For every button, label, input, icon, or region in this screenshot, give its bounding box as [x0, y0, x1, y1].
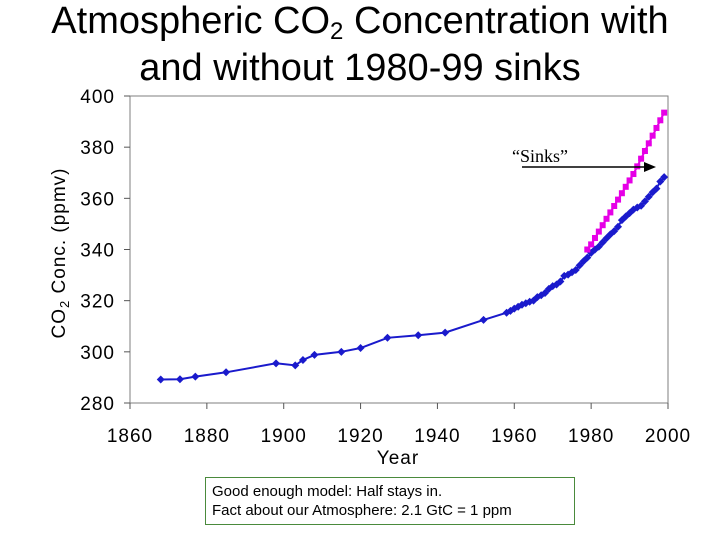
series-1-point-18: [653, 124, 660, 131]
series-0-point-38: [594, 242, 603, 251]
series-0-point-7: [310, 350, 319, 359]
series-1-point-3: [595, 228, 602, 235]
series-0-point-54: [656, 177, 665, 186]
y-tick-label-320: 320: [80, 292, 115, 313]
series-0-point-0: [156, 375, 165, 384]
series-1-point-16: [645, 140, 652, 147]
series-0-point-3: [222, 368, 231, 377]
x-tick-label-1860: 1860: [107, 426, 153, 447]
series-0-point-1: [175, 375, 184, 384]
title-line2: and without 1980-99 sinks: [139, 47, 581, 89]
series-0-point-55: [660, 173, 669, 182]
y-tick-label-360: 360: [80, 189, 115, 210]
series-1-point-0: [584, 246, 591, 253]
series-0-point-13: [479, 315, 488, 324]
series-1-point-6: [607, 209, 614, 216]
x-tick-label-1880: 1880: [184, 426, 230, 447]
sinks-annotation: “Sinks”: [512, 146, 568, 166]
series-1-point-9: [618, 190, 625, 197]
series-1-point-20: [661, 109, 668, 116]
x-tick-label-1920: 1920: [337, 426, 383, 447]
series-0-point-50: [640, 197, 649, 206]
series-0-point-9: [356, 343, 365, 352]
x-axis-label: Year: [376, 448, 420, 469]
series-1-point-2: [591, 234, 598, 241]
series-0-point-12: [441, 328, 450, 337]
series-0-point-11: [414, 331, 423, 340]
series-1-point-19: [657, 117, 664, 124]
series-0-point-35: [583, 253, 592, 262]
series-1-point-17: [649, 132, 656, 139]
series-0-point-49: [637, 201, 646, 210]
y-tick-label-300: 300: [80, 343, 115, 364]
series-1-point-15: [641, 148, 648, 155]
x-tick-label-1960: 1960: [491, 426, 537, 447]
series-1-point-14: [638, 155, 645, 162]
series-1-point-8: [615, 196, 622, 203]
series-0-point-51: [644, 192, 653, 201]
series-0-point-42: [610, 227, 619, 236]
sinks-arrow-head: [644, 162, 656, 172]
x-tick-label-1980: 1980: [568, 426, 614, 447]
note-line-1: Good enough model: Half stays in.: [212, 483, 443, 500]
y-tick-label-280: 280: [80, 394, 115, 415]
series-0-point-53: [652, 184, 661, 193]
note-line-2: Fact about our Atmosphere: 2.1 GtC = 1 p…: [212, 502, 512, 519]
series-0-point-10: [383, 333, 392, 342]
series-0-point-2: [191, 372, 200, 381]
series-0-point-6: [298, 356, 307, 365]
series-1-point-11: [626, 177, 633, 184]
series-0-line: [160, 176, 665, 381]
series-0-point-5: [291, 361, 300, 370]
x-tick-label-1940: 1940: [414, 426, 460, 447]
note-box: Good enough model: Half stays in. Fact a…: [205, 477, 575, 525]
x-tick-label-2000: 2000: [645, 426, 691, 447]
series-0-point-28: [556, 277, 565, 286]
title-subscript: 2: [330, 18, 344, 45]
series-1-point-5: [603, 215, 610, 222]
series-1-point-1: [588, 241, 595, 248]
series-1-point-7: [611, 203, 618, 210]
y-tick-label-400: 400: [80, 87, 115, 108]
series-1-point-4: [599, 222, 606, 229]
series-1-point-12: [630, 171, 637, 178]
series-0-point-43: [614, 222, 623, 231]
series-0-point-32: [571, 265, 580, 274]
series-0-point-4: [272, 359, 281, 368]
series-0-point-8: [337, 347, 346, 356]
x-tick-label-1900: 1900: [261, 426, 307, 447]
y-tick-label-340: 340: [80, 241, 115, 262]
chart-title: Atmospheric CO2 Concentration with and w…: [0, 0, 720, 89]
title-main: Atmospheric CO: [51, 0, 331, 42]
y-tick-label-380: 380: [80, 138, 115, 159]
title-rest: Concentration with: [343, 0, 669, 42]
series-1-point-10: [622, 183, 629, 190]
